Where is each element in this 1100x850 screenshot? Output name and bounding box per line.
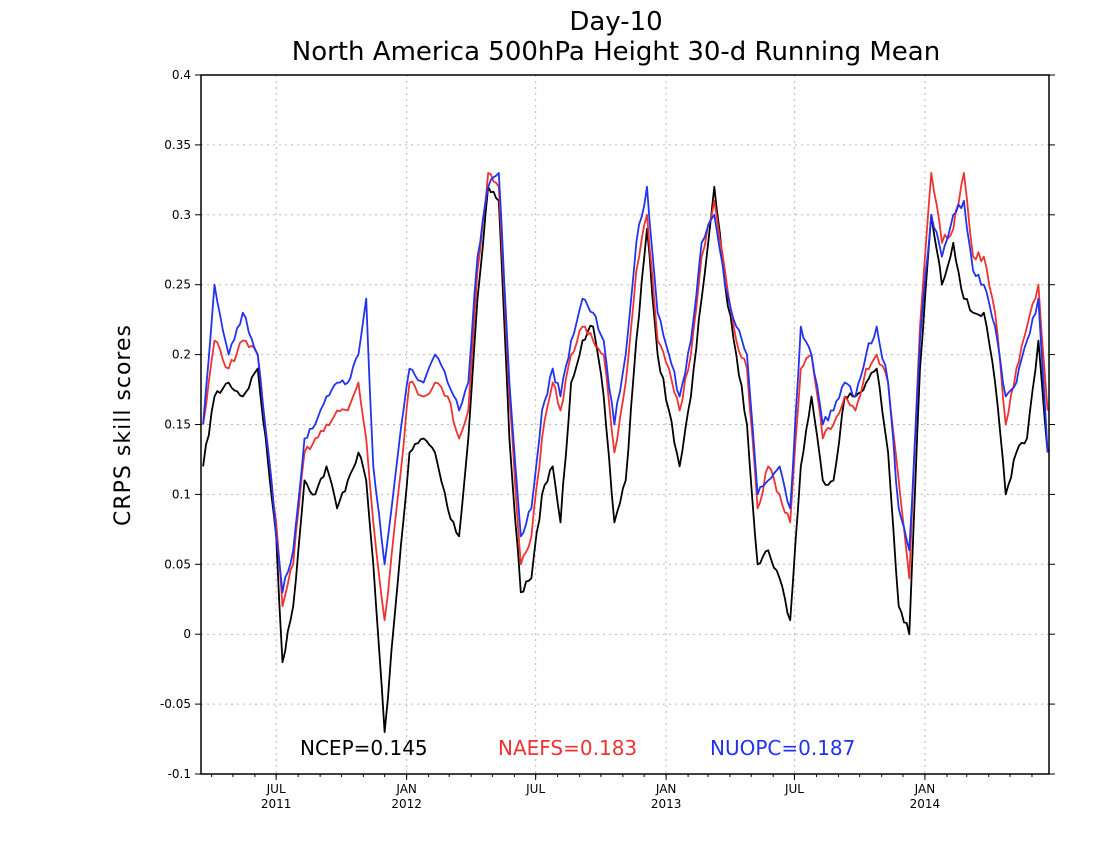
y-tick-label: 0.05 bbox=[164, 557, 191, 571]
legend: NCEP=0.145 NAEFS=0.183 NUOPC=0.187 bbox=[300, 736, 855, 760]
y-tick-label: -0.05 bbox=[160, 697, 191, 711]
x-tick-month: JAN bbox=[914, 782, 936, 796]
chart-subtitle: North America 500hPa Height 30-d Running… bbox=[292, 37, 940, 67]
series-line-nuopc bbox=[202, 172, 1049, 594]
legend-entry: NCEP=0.145 bbox=[300, 736, 428, 760]
x-tick-year: 2011 bbox=[261, 797, 292, 811]
series-line-ncep bbox=[202, 185, 1049, 733]
x-tick-year: 2014 bbox=[910, 797, 941, 811]
x-tick-month: JUL bbox=[266, 782, 286, 796]
x-tick-month: JUL bbox=[525, 782, 545, 796]
x-tick-year: 2012 bbox=[391, 797, 422, 811]
y-tick-label: 0.25 bbox=[164, 278, 191, 292]
x-tick-month: JAN bbox=[395, 782, 417, 796]
y-ticks: -0.1 -0.05 0 0.05 0.1 0.15 0.2 0.25 0.3 0.35 0.4 bbox=[160, 68, 1055, 781]
y-tick-label: 0 bbox=[183, 627, 191, 641]
y-tick-label: 0.3 bbox=[172, 208, 191, 222]
y-tick-label: 0.35 bbox=[164, 138, 191, 152]
x-tick-month: JAN bbox=[655, 782, 677, 796]
y-tick-label: 0.15 bbox=[164, 418, 191, 432]
series-layer bbox=[202, 172, 1049, 733]
y-axis-label: CRPS skill scores bbox=[111, 324, 136, 526]
y-tick-label: 0.4 bbox=[172, 68, 191, 82]
plot-frame bbox=[200, 74, 1050, 775]
y-tick-label: 0.1 bbox=[172, 487, 191, 501]
x-tick-month: JUL bbox=[784, 782, 804, 796]
y-tick-label: 0.2 bbox=[172, 348, 191, 362]
y-tick-label: -0.1 bbox=[168, 767, 191, 781]
grid bbox=[201, 75, 1049, 774]
series-line-naefs bbox=[202, 172, 1049, 622]
chart-title: Day-10 bbox=[569, 7, 662, 37]
x-tick-year: 2013 bbox=[651, 797, 682, 811]
legend-entry: NUOPC=0.187 bbox=[710, 736, 855, 760]
legend-entry: NAEFS=0.183 bbox=[498, 736, 637, 760]
